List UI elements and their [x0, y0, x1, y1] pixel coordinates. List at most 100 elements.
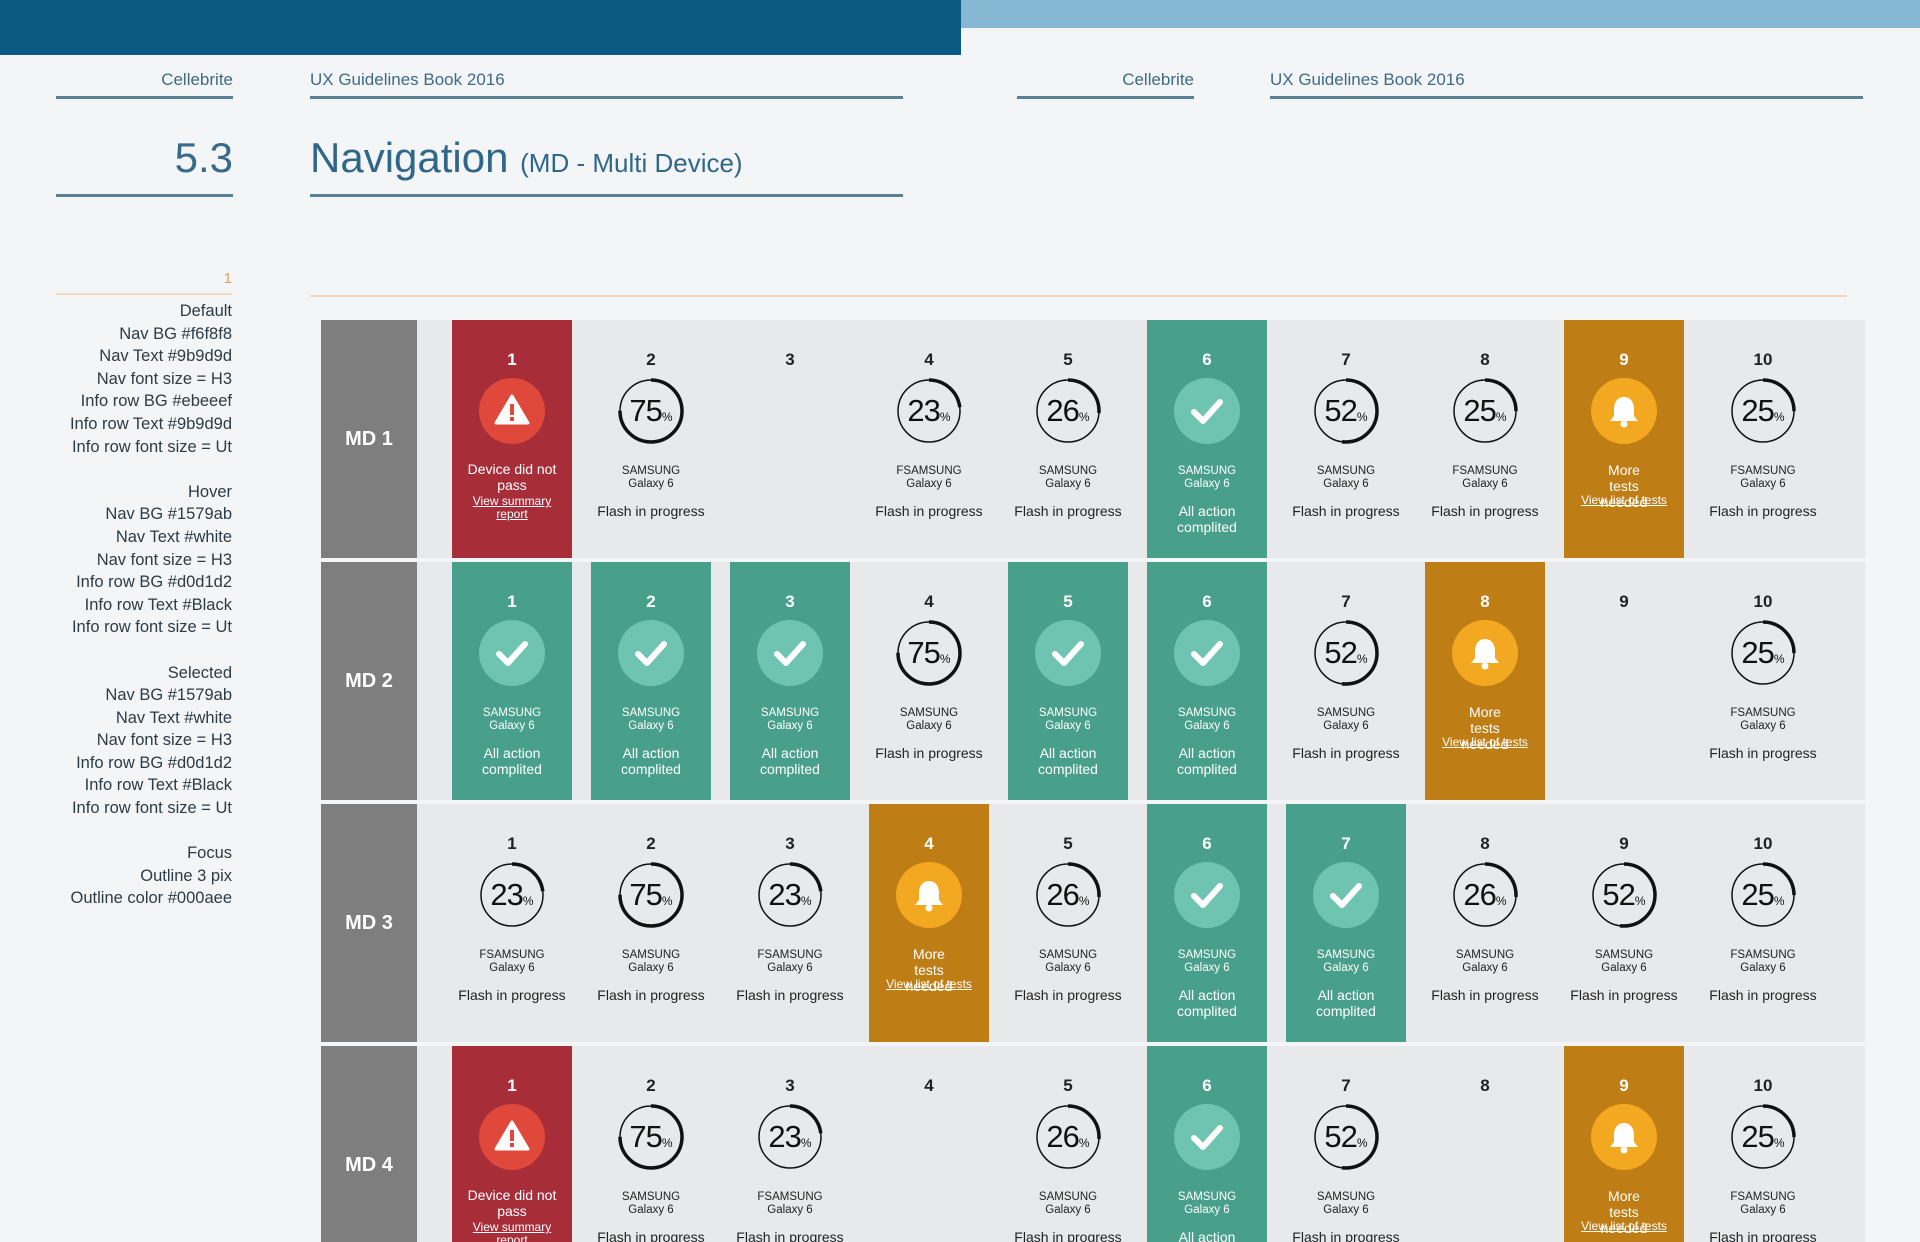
device-cell[interactable]: 10 25% FSAMSUNG Galaxy 6 Flash in progress — [1703, 562, 1823, 800]
device-cell[interactable]: 9 52% SAMSUNG Galaxy 6 Flash in progress — [1564, 804, 1684, 1042]
progress-number: 25 — [1741, 635, 1774, 670]
device-cell[interactable]: 10 25% FSAMSUNG Galaxy 6 Flash in progress — [1703, 804, 1823, 1042]
cell-number: 5 — [1063, 1076, 1073, 1095]
view-tests-link[interactable]: View list of tests — [1581, 1219, 1667, 1233]
progress-number: 25 — [1463, 393, 1496, 428]
device-cell[interactable]: 9 — [1564, 562, 1684, 800]
device-brand: FSAMSUNG — [1730, 707, 1796, 719]
progress-gauge: 26% — [1035, 862, 1101, 928]
cell-number: 2 — [646, 1076, 656, 1095]
header-bar-dark — [0, 0, 961, 55]
page-title: Navigation (MD - Multi Device) — [310, 134, 903, 197]
progress-ring-fill — [1035, 378, 1101, 444]
device-brand: FSAMSUNG — [1730, 1191, 1796, 1203]
spec-line: Info row Text #Black — [84, 595, 232, 614]
progress-ring-fill — [1730, 1104, 1796, 1170]
device-cell[interactable]: 10 25% FSAMSUNG Galaxy 6 Flash in progress — [1703, 1046, 1823, 1242]
device-cell[interactable]: 4 — [869, 1046, 989, 1242]
progress-ring-fill — [757, 1104, 823, 1170]
progress-ring-fill — [1313, 378, 1379, 444]
spec-spacer — [40, 639, 232, 662]
device-row: MD 3 1 23% FSAMSUNG Galaxy 6 Flash in progres… — [321, 804, 1865, 1042]
progress-value: 25% — [1730, 1104, 1796, 1176]
view-tests-link[interactable]: View list of tests — [1581, 493, 1667, 507]
progress-ring — [1452, 862, 1518, 928]
device-cell[interactable]: 7 SAMSUNG Galaxy 6 All action complited — [1286, 804, 1406, 1042]
percent-sign: % — [1773, 1136, 1785, 1150]
progress-value: 26% — [1035, 378, 1101, 450]
progress-ring-fill — [1730, 862, 1796, 928]
status-text: All action complited — [1177, 987, 1237, 1019]
header-brand-left: Cellebrite — [56, 70, 233, 99]
device-cell[interactable]: 7 52% SAMSUNG Galaxy 6 Flash in progress — [1286, 320, 1406, 558]
progress-ring — [1313, 1104, 1379, 1170]
device-cell[interactable]: 5 26% SAMSUNG Galaxy 6 Flash in progress — [1008, 804, 1128, 1042]
device-brand: SAMSUNG — [1316, 949, 1376, 961]
device-model: Galaxy 6 — [1601, 962, 1647, 974]
device-cell[interactable]: 5 26% SAMSUNG Galaxy 6 Flash in progress — [1008, 1046, 1128, 1242]
device-model: Galaxy 6 — [628, 962, 674, 974]
device-cell[interactable]: 1 SAMSUNG Galaxy 6 All action complited — [452, 562, 572, 800]
status-text: Flash in progress — [1014, 1229, 1122, 1242]
cell-number: 7 — [1341, 1076, 1351, 1095]
cell-number: 4 — [924, 834, 934, 853]
view-tests-link[interactable]: View list of tests — [1442, 735, 1528, 749]
device-cell[interactable]: 4 23% FSAMSUNG Galaxy 6 Flash in progress — [869, 320, 989, 558]
device-cell[interactable]: 2 75% SAMSUNG Galaxy 6 Flash in progress — [591, 1046, 711, 1242]
device-cell[interactable]: 2 75% SAMSUNG Galaxy 6 Flash in progress — [591, 804, 711, 1042]
device-cell[interactable]: 2 SAMSUNG Galaxy 6 All action complited — [591, 562, 711, 800]
device-cell[interactable]: 10 25% FSAMSUNG Galaxy 6 Flash in progress — [1703, 320, 1823, 558]
spec-line: Info row Text #Black — [84, 776, 232, 795]
progress-number: 52 — [1324, 393, 1357, 428]
spec-line: Focus — [187, 844, 232, 863]
view-summary-link[interactable]: View summary report — [472, 494, 552, 521]
device-cell[interactable]: 3 23% FSAMSUNG Galaxy 6 Flash in progress — [730, 1046, 850, 1242]
progress-gauge: 25% — [1730, 1104, 1796, 1170]
status-text: Flash in progress — [875, 503, 983, 519]
view-summary-link[interactable]: View summary report — [472, 1220, 552, 1242]
device-cell[interactable]: 8 25% FSAMSUNG Galaxy 6 Flash in progress — [1425, 320, 1545, 558]
device-model: Galaxy 6 — [628, 478, 674, 490]
device-cell[interactable]: 2 75% SAMSUNG Galaxy 6 Flash in progress — [591, 320, 711, 558]
cell-number: 1 — [507, 350, 517, 369]
device-brand: SAMSUNG — [621, 707, 681, 719]
device-cell[interactable]: 4 75% SAMSUNG Galaxy 6 Flash in progress — [869, 562, 989, 800]
status-text: Flash in progress — [458, 987, 566, 1003]
progress-value: 52% — [1313, 378, 1379, 450]
more-tests-message: More tests needed — [1600, 1188, 1648, 1236]
page-number: 1 — [56, 270, 232, 295]
device-cell[interactable]: 5 SAMSUNG Galaxy 6 All action complited — [1008, 562, 1128, 800]
device-cell[interactable]: 1 Device did not pass View summary report — [452, 320, 572, 558]
spec-line: Hover — [187, 482, 232, 501]
progress-number: 23 — [490, 877, 523, 912]
view-tests-link[interactable]: View list of tests — [886, 977, 972, 991]
device-cell[interactable]: 8 26% SAMSUNG Galaxy 6 Flash in progress — [1425, 804, 1545, 1042]
progress-ring-fill — [1035, 1104, 1101, 1170]
device-cell[interactable]: 1 23% FSAMSUNG Galaxy 6 Flash in progress — [452, 804, 572, 1042]
device-cell[interactable]: 8 More tests needed View list of tests — [1425, 562, 1545, 800]
device-model: Galaxy 6 — [906, 478, 952, 490]
device-cell[interactable]: 3 — [730, 320, 850, 558]
device-cell[interactable]: 3 SAMSUNG Galaxy 6 All action complited — [730, 562, 850, 800]
progress-ring-fill — [1035, 862, 1101, 928]
device-cell[interactable]: 9 More tests needed View list of tests — [1564, 320, 1684, 558]
device-cell[interactable]: 1 Device did not pass View summary report — [452, 1046, 572, 1242]
progress-number: 52 — [1602, 877, 1635, 912]
device-cell[interactable]: 7 52% SAMSUNG Galaxy 6 Flash in progress — [1286, 562, 1406, 800]
device-cell[interactable]: 4 More tests needed View list of tests — [869, 804, 989, 1042]
percent-sign: % — [522, 894, 534, 908]
progress-gauge: 75% — [618, 1104, 684, 1170]
device-cell[interactable]: 7 52% SAMSUNG Galaxy 6 Flash in progress — [1286, 1046, 1406, 1242]
progress-ring — [1730, 378, 1796, 444]
device-cell[interactable]: 5 26% SAMSUNG Galaxy 6 Flash in progress — [1008, 320, 1128, 558]
status-text: Flash in progress — [1431, 987, 1539, 1003]
device-cell[interactable]: 9 More tests needed View list of tests — [1564, 1046, 1684, 1242]
device-model: Galaxy 6 — [1184, 478, 1230, 490]
device-cell[interactable]: 3 23% FSAMSUNG Galaxy 6 Flash in progress — [730, 804, 850, 1042]
progress-number: 75 — [907, 635, 940, 670]
device-cell[interactable]: 8 — [1425, 1046, 1545, 1242]
